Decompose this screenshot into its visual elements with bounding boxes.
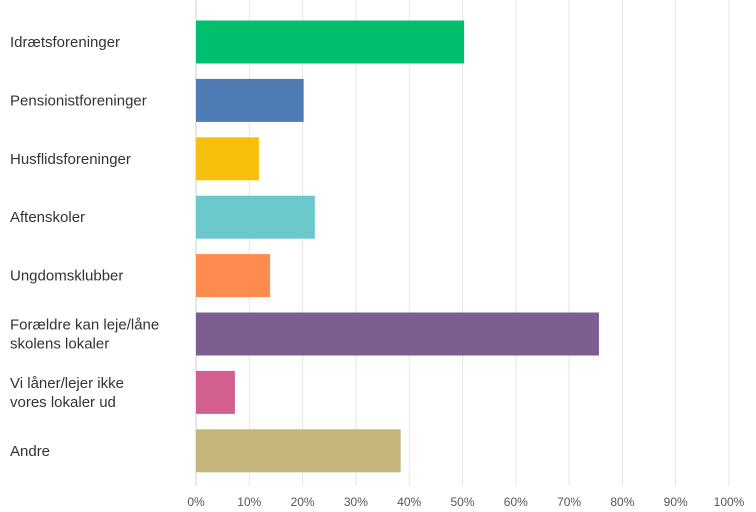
- x-tick-label: 70%: [557, 495, 581, 509]
- category-label: Ungdomsklubber: [10, 268, 123, 285]
- gridlines: [195, 0, 730, 486]
- bar[interactable]: [196, 78, 304, 122]
- x-tick-label: 20%: [291, 495, 315, 509]
- x-tick-label: 60%: [504, 495, 528, 509]
- x-tick-labels: 0% 10% 20% 30% 40% 50% 60% 70% 80% 90% 100%: [187, 495, 744, 509]
- category-label: vores lokaler ud: [10, 394, 116, 411]
- category-label: Andre: [10, 443, 50, 460]
- x-tick-label: 30%: [344, 495, 368, 509]
- category-label: Vi låner/lejer ikke: [10, 375, 124, 392]
- bar[interactable]: [196, 312, 599, 356]
- category-label: Aftenskoler: [10, 209, 85, 226]
- category-label: Husflidsforeninger: [10, 151, 131, 168]
- category-label: Pensionistforeninger: [10, 92, 147, 109]
- bar[interactable]: [196, 20, 465, 64]
- category-label: Idrætsforeninger: [10, 34, 120, 51]
- x-tick-label: 0%: [187, 495, 205, 509]
- category-label: skolens lokaler: [10, 336, 109, 353]
- bar[interactable]: [196, 137, 259, 181]
- bar[interactable]: [196, 370, 235, 414]
- x-tick-label: 50%: [450, 495, 474, 509]
- bar[interactable]: [196, 254, 271, 298]
- x-tick-label: 100%: [714, 495, 745, 509]
- x-tick-label: 40%: [397, 495, 421, 509]
- x-tick-label: 10%: [237, 495, 261, 509]
- x-tick-label: 90%: [664, 495, 688, 509]
- category-labels: Idrætsforeninger Pensionistforeninger Husf…: [10, 34, 159, 460]
- bar[interactable]: [196, 429, 401, 473]
- category-label: Forældre kan leje/låne: [10, 317, 159, 334]
- bar[interactable]: [196, 195, 315, 239]
- bars: [196, 20, 599, 473]
- x-tick-label: 80%: [610, 495, 634, 509]
